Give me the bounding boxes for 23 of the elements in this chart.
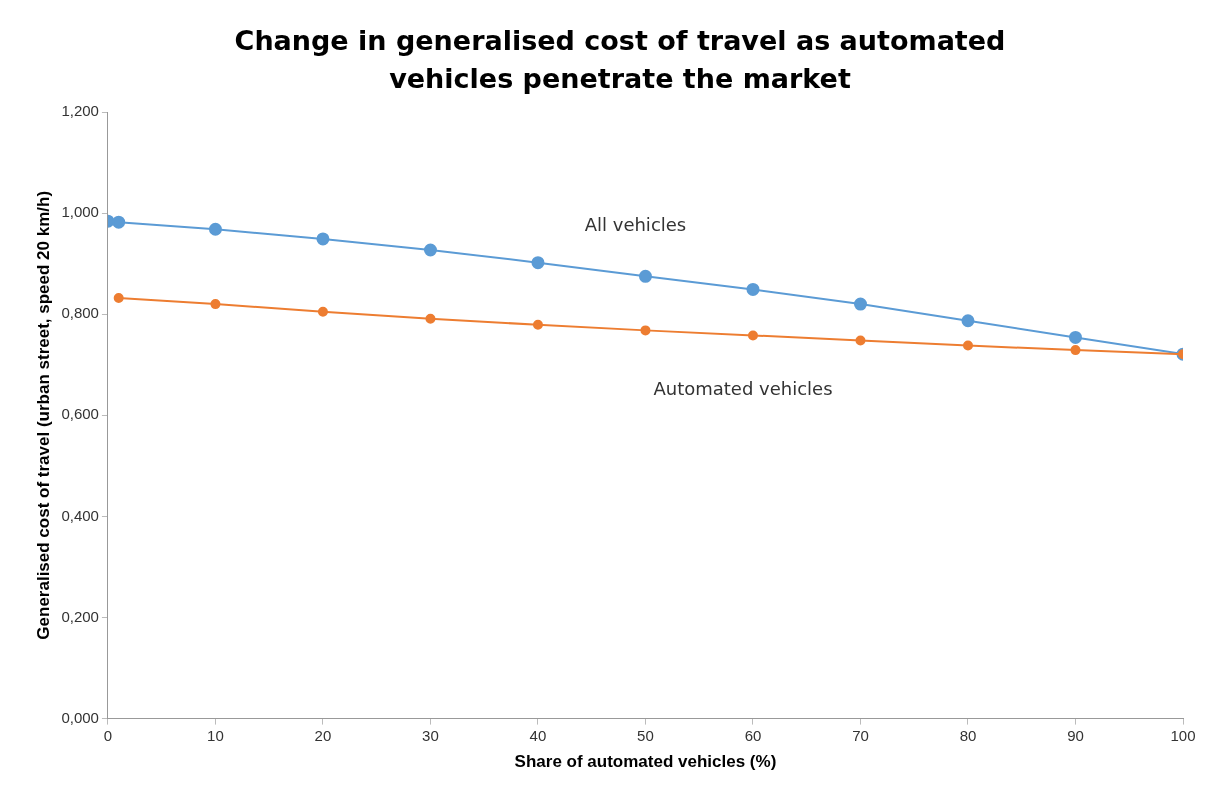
y-tick-label: 1,000: [61, 203, 99, 221]
x-tick-label: 40: [529, 726, 547, 744]
x-tick-label: 60: [744, 726, 762, 744]
x-tick-label: 30: [422, 726, 439, 744]
y-tick-label: 0,200: [61, 607, 99, 625]
y-tick-label: 0,800: [61, 304, 99, 322]
x-tick-label: 0: [103, 726, 113, 744]
x-tick-label: 80: [959, 726, 977, 744]
x-tick-label: 20: [314, 726, 332, 744]
series-label: All vehicles: [584, 213, 687, 235]
y-axis-title: Generalised cost of travel (urban street, speed 20 km/h): [33, 190, 53, 640]
x-tick-label: 90: [1067, 726, 1084, 744]
y-tick-label: 0,400: [61, 506, 99, 524]
x-tick-label: 50: [637, 726, 654, 744]
x-axis-title: Share of automated vehicles (%): [514, 752, 777, 772]
y-tick-label: 0,600: [61, 405, 99, 423]
chart-title: Change in generalised cost of travel as automated vehicles penetrate the market: [233, 24, 1007, 96]
x-tick-label: 10: [207, 726, 224, 744]
text: Automated vehicles: [653, 378, 833, 400]
y-tick-label: 0,000: [61, 708, 99, 726]
y-tick-label: 1,200: [61, 102, 99, 120]
x-tick-label: 70: [852, 726, 869, 744]
x-tick-label: 100: [1170, 726, 1196, 744]
